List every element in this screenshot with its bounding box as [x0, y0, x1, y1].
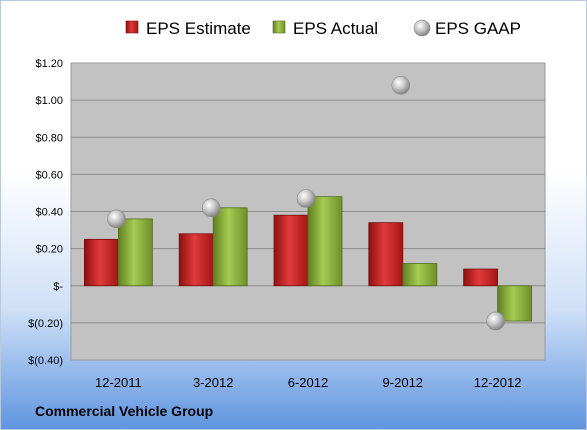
x-tick-label: 12-2012 [474, 375, 522, 390]
gaap-markers [107, 75, 505, 331]
legend-swatch-eps-estimate [125, 20, 139, 34]
legend-swatch-eps-actual [272, 20, 286, 34]
y-tick-label: $0.60 [35, 169, 63, 181]
y-tick-label: $0.80 [35, 132, 63, 144]
y-tick-label: $0.20 [35, 244, 63, 256]
y-tick-label: $- [53, 281, 63, 293]
y-tick-label: $(0.20) [28, 318, 63, 330]
legend-label: EPS Actual [293, 19, 378, 38]
bar-eps-estimate [368, 222, 404, 287]
y-axis: $(0.40) $(0.20) $- $0.20 $0.40 $0.60 $0.80 $1.0… [28, 58, 63, 367]
y-tick-label: $1.00 [35, 95, 63, 107]
y-tick-label: $(0.40) [28, 355, 63, 367]
legend-label: EPS GAAP [435, 19, 521, 38]
legend-swatch-eps-gaap [413, 19, 431, 37]
gaap-marker [296, 189, 316, 208]
bar-eps-actual [402, 263, 438, 287]
x-tick-label: 12-2011 [95, 375, 142, 390]
x-tick-label: 6-2012 [288, 375, 328, 390]
bar-eps-actual [118, 218, 153, 287]
bar-eps-estimate [84, 238, 119, 287]
bars [84, 196, 533, 322]
bar-eps-estimate [463, 268, 499, 287]
y-tick-label: $0.40 [35, 207, 63, 219]
y-tick-label: $1.20 [35, 58, 63, 70]
gaap-marker [107, 209, 126, 229]
legend-label: EPS Estimate [146, 19, 251, 38]
bar-eps-actual [212, 207, 248, 287]
company-name: Commercial Vehicle Group [35, 403, 214, 419]
gaap-marker [486, 311, 505, 331]
gaap-marker [391, 75, 411, 95]
x-tick-label: 9-2012 [383, 375, 423, 390]
x-tick-label: 3-2012 [193, 375, 233, 390]
gaap-marker [201, 198, 221, 218]
legend: EPS Estimate EPS Actual EPS GAAP [125, 19, 521, 38]
bar-eps-estimate [178, 233, 214, 287]
bar-eps-actual [307, 196, 343, 287]
bar-eps-estimate [273, 214, 309, 287]
bar-eps-actual [497, 285, 533, 322]
x-axis: 12-2011 3-2012 6-2012 9-2012 12-2012 [95, 375, 521, 390]
